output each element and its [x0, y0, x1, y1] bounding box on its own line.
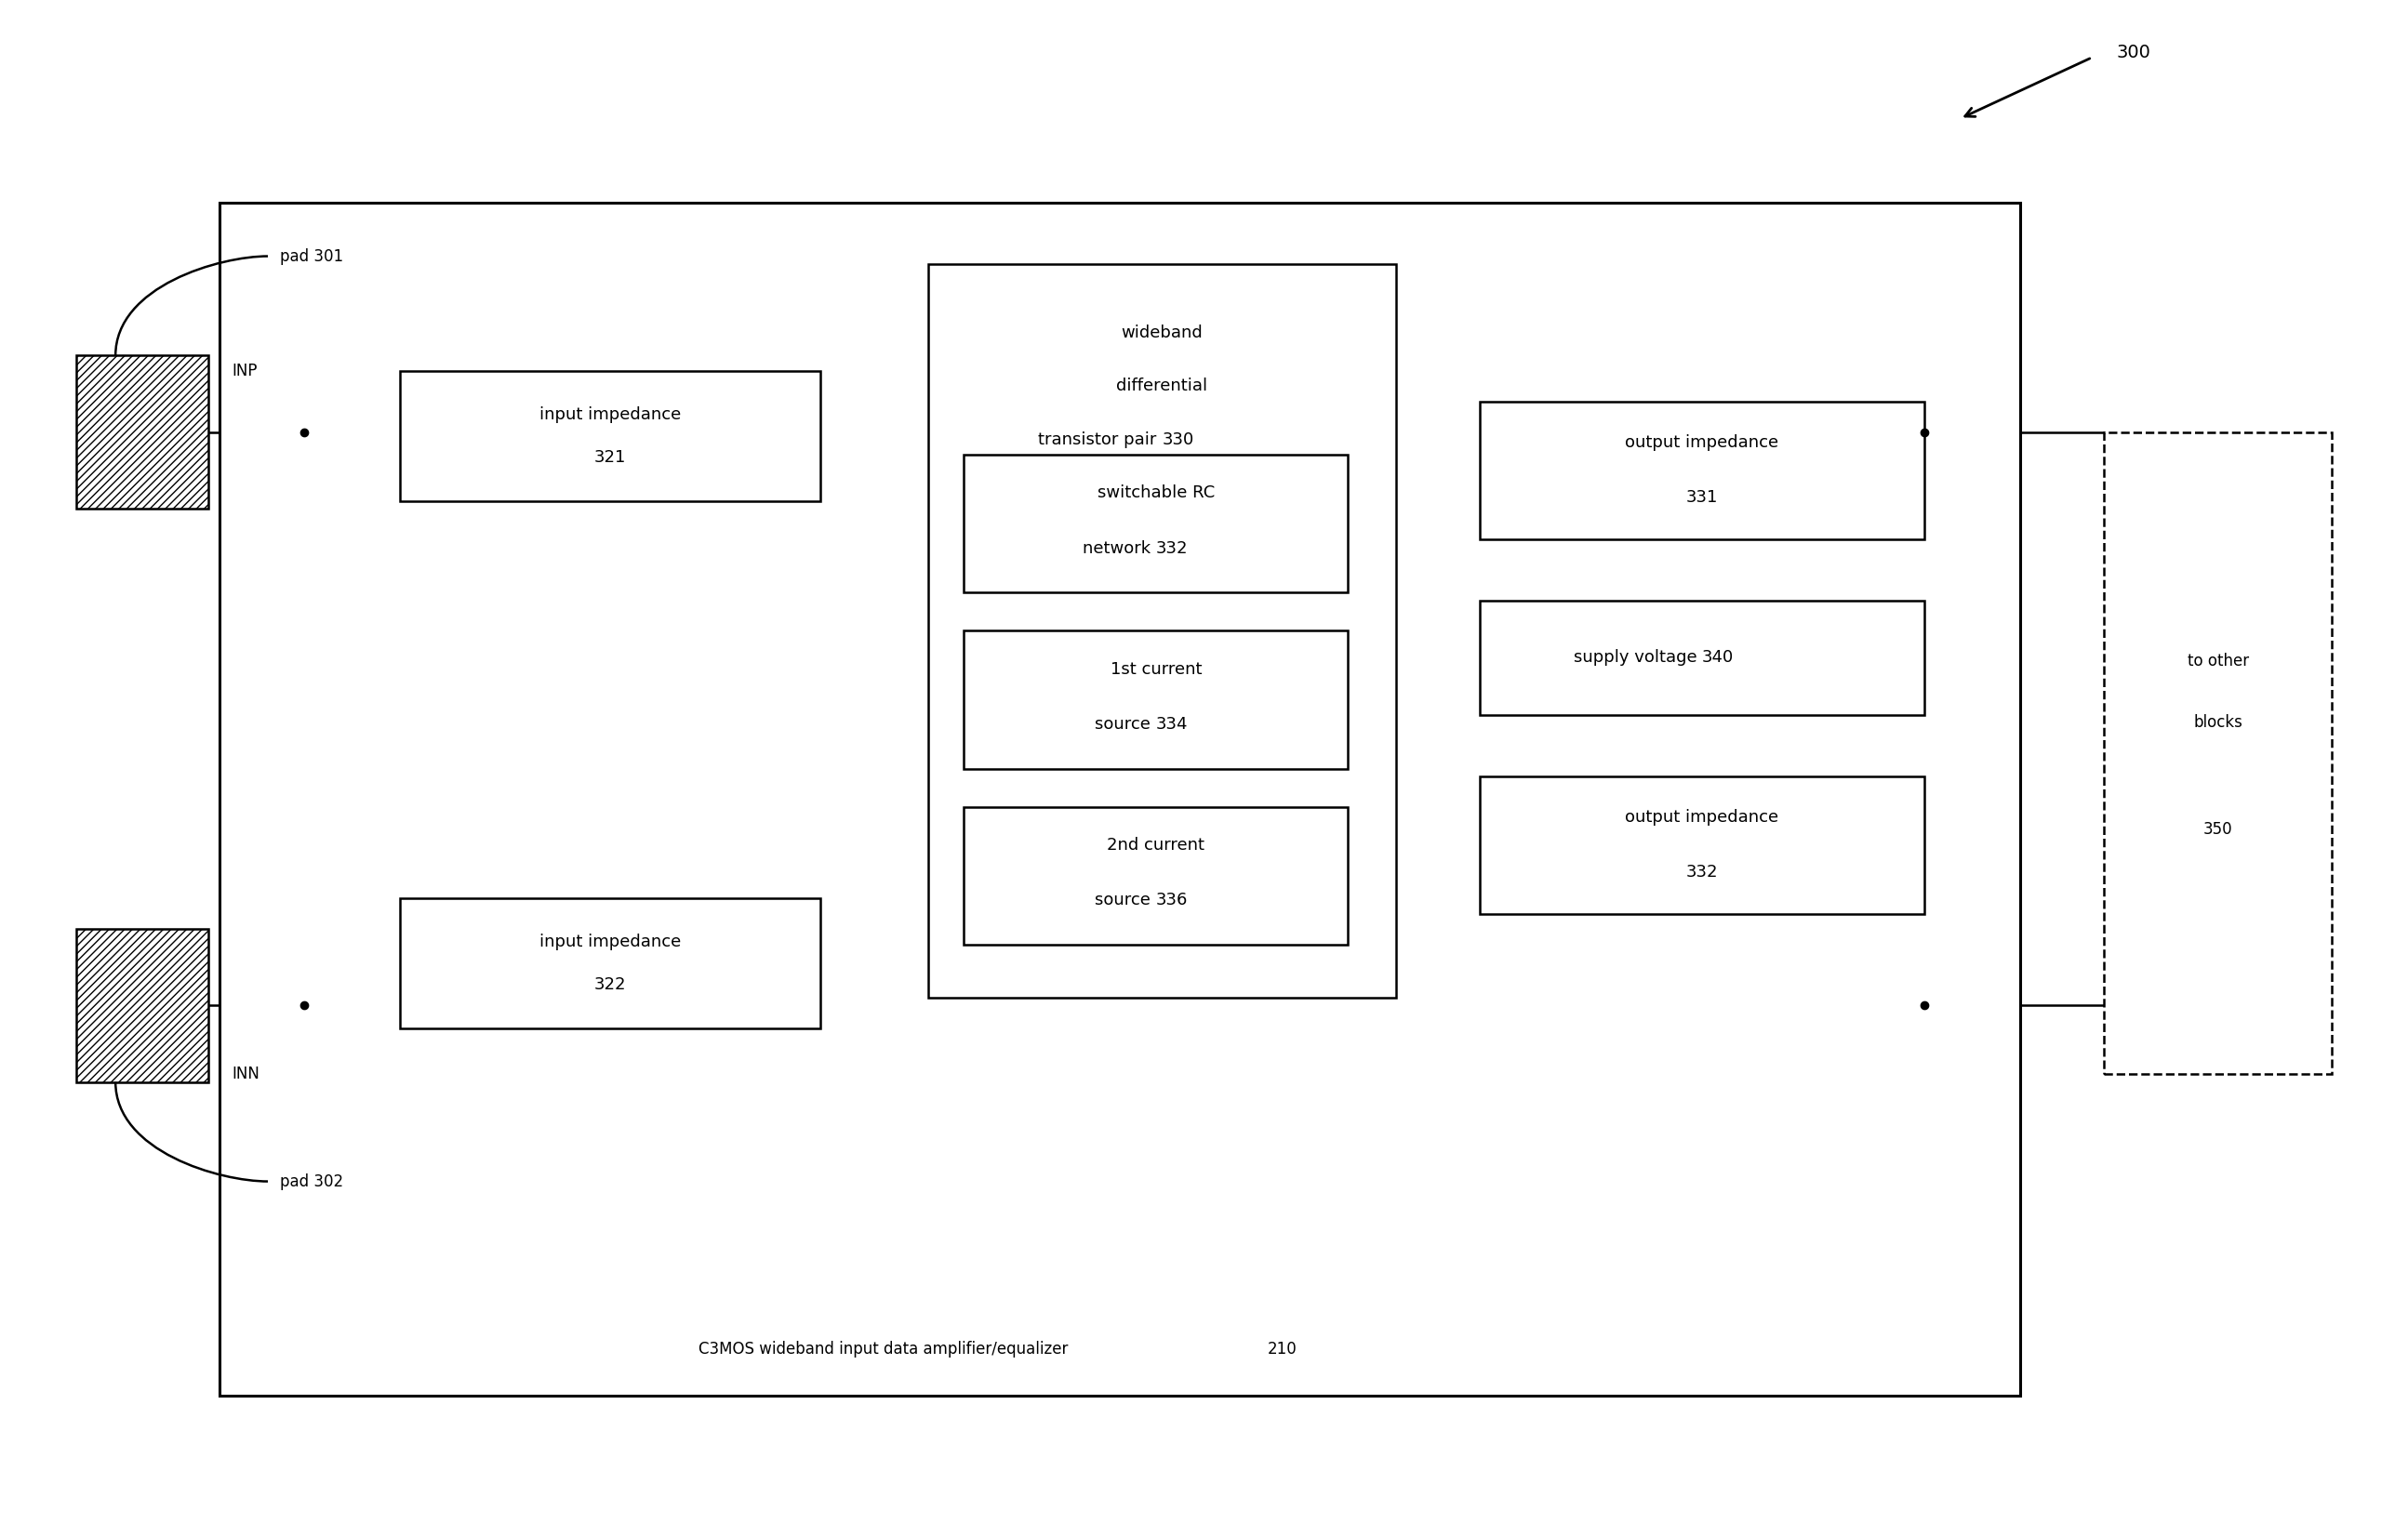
- Text: 332: 332: [1686, 864, 1717, 881]
- Bar: [77, 928, 207, 1082]
- Bar: [400, 370, 821, 501]
- Text: 340: 340: [1702, 649, 1734, 666]
- Bar: [963, 455, 1348, 593]
- Text: 334: 334: [1156, 716, 1187, 733]
- Bar: [963, 630, 1348, 768]
- Text: output impedance: output impedance: [1625, 435, 1780, 452]
- Text: 336: 336: [1156, 891, 1187, 908]
- Text: output impedance: output impedance: [1625, 808, 1780, 825]
- Text: pad 302: pad 302: [279, 1173, 344, 1190]
- Text: supply voltage: supply voltage: [1572, 649, 1702, 666]
- Bar: [963, 807, 1348, 944]
- Text: 300: 300: [2117, 45, 2150, 61]
- Text: INP: INP: [231, 363, 258, 380]
- Text: source: source: [1096, 716, 1156, 733]
- Bar: [1481, 401, 1924, 539]
- Text: transistor pair: transistor pair: [1038, 432, 1163, 449]
- Text: 332: 332: [1156, 539, 1187, 556]
- Text: C3MOS wideband input data amplifier/equalizer: C3MOS wideband input data amplifier/equa…: [698, 1342, 1074, 1359]
- Text: differential: differential: [1117, 378, 1209, 395]
- Text: blocks: blocks: [2194, 715, 2242, 732]
- Text: pad 301: pad 301: [279, 247, 344, 264]
- Bar: [1481, 776, 1924, 915]
- Text: 350: 350: [2203, 821, 2232, 838]
- Text: source: source: [1096, 891, 1156, 908]
- Bar: [927, 264, 1397, 998]
- Bar: [2105, 432, 2331, 1074]
- Text: 2nd current: 2nd current: [1108, 836, 1204, 853]
- Text: wideband: wideband: [1122, 324, 1204, 341]
- Bar: [1481, 601, 1924, 715]
- Text: 322: 322: [595, 976, 626, 993]
- Bar: [400, 899, 821, 1028]
- Text: 210: 210: [1267, 1342, 1298, 1359]
- Text: 330: 330: [1163, 432, 1194, 449]
- Text: input impedance: input impedance: [539, 933, 681, 950]
- Text: network: network: [1084, 539, 1156, 556]
- Text: 331: 331: [1686, 489, 1717, 506]
- Text: INN: INN: [231, 1067, 260, 1082]
- Text: 1st current: 1st current: [1110, 661, 1202, 678]
- Text: to other: to other: [2186, 653, 2249, 670]
- Text: input impedance: input impedance: [539, 406, 681, 423]
- Bar: [219, 203, 2020, 1396]
- Text: switchable RC: switchable RC: [1098, 484, 1214, 501]
- Bar: [77, 355, 207, 509]
- Text: 321: 321: [595, 449, 626, 466]
